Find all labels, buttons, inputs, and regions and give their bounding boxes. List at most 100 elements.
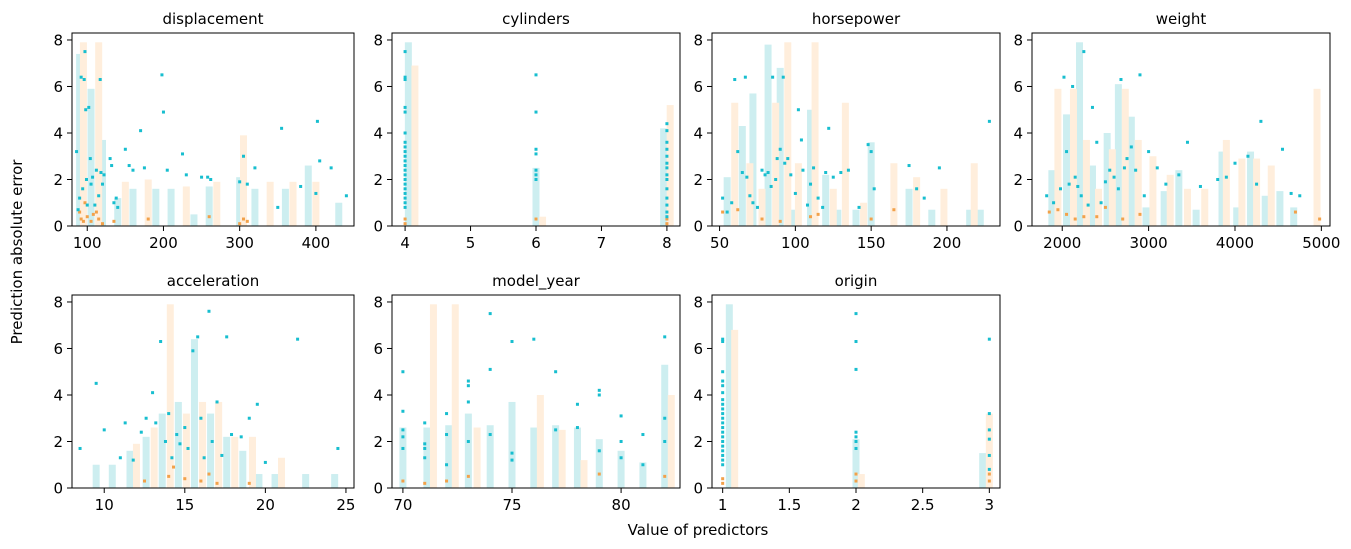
data-point [466, 400, 470, 404]
data-point [1095, 215, 1099, 219]
data-point [510, 340, 514, 344]
data-point [403, 191, 407, 195]
y-tick-label: 4 [693, 124, 703, 142]
data-point [196, 335, 200, 339]
bar [1218, 151, 1226, 226]
data-point [721, 370, 725, 374]
bar [905, 188, 913, 226]
bar [1048, 170, 1056, 226]
bar [1069, 88, 1077, 226]
data-point [78, 210, 82, 214]
data-point [144, 416, 148, 420]
data-point [665, 147, 669, 151]
bar [399, 427, 407, 488]
y-tick-label: 8 [693, 31, 703, 49]
subplot-model_year: model_year 70 75 80 0 2 4 6 8 [373, 272, 681, 514]
y-tick-label: 6 [1013, 78, 1023, 96]
bar [666, 105, 674, 226]
bar [723, 177, 731, 226]
data-point [1065, 150, 1069, 154]
x-tick-label: 5000 [1302, 234, 1340, 252]
x-tick-label: 100 [73, 234, 102, 252]
data-point [172, 465, 176, 469]
data-point [131, 458, 135, 462]
bar [1082, 139, 1090, 226]
data-point [1095, 140, 1099, 144]
data-point [816, 212, 820, 216]
data-point [721, 379, 725, 383]
data-point [665, 187, 669, 191]
data-point [1289, 191, 1293, 195]
data-point [1099, 201, 1103, 205]
bar [312, 181, 320, 226]
bar [144, 179, 152, 226]
subplot-title: weight [1156, 10, 1207, 28]
data-point [401, 435, 405, 439]
bar [660, 128, 668, 226]
data-point [83, 50, 87, 54]
data-point [403, 187, 407, 191]
bar [970, 163, 978, 226]
y-tick-label: 0 [53, 480, 63, 498]
bar [807, 109, 815, 226]
data-point [721, 435, 725, 439]
bar [1121, 88, 1129, 226]
data-point [118, 456, 122, 460]
data-point [97, 217, 101, 221]
data-point [721, 416, 725, 420]
bar [411, 65, 419, 226]
data-point [665, 177, 669, 181]
data-point [824, 171, 828, 175]
data-point [854, 435, 858, 439]
data-point [789, 173, 793, 177]
data-point [403, 150, 407, 154]
data-point [315, 119, 319, 123]
data-point [721, 463, 725, 467]
bar [829, 188, 837, 226]
data-point [206, 175, 210, 179]
bar [822, 174, 830, 226]
bar [867, 142, 875, 226]
bar [429, 304, 437, 488]
data-point [721, 196, 725, 200]
data-point [1121, 217, 1125, 221]
bar [536, 394, 544, 488]
data-point [220, 453, 224, 457]
data-point [809, 182, 813, 186]
data-point [466, 379, 470, 383]
bar [1103, 132, 1111, 226]
data-point [1125, 157, 1129, 161]
data-point [1318, 217, 1322, 221]
data-point [403, 110, 407, 114]
data-point [733, 78, 737, 82]
data-point [296, 337, 300, 341]
data-point [401, 370, 405, 374]
bar [749, 93, 757, 227]
data-point [329, 166, 333, 170]
data-point [1116, 187, 1120, 191]
data-point [740, 171, 744, 175]
data-point [778, 147, 782, 151]
data-point [210, 439, 214, 443]
bar [841, 102, 849, 226]
bar [1114, 84, 1122, 226]
y-tick-label: 2 [373, 171, 383, 189]
data-point [183, 477, 187, 481]
bar [731, 102, 739, 226]
data-point [854, 479, 858, 483]
data-point [114, 196, 118, 200]
bar [852, 439, 860, 488]
data-point [1138, 212, 1142, 216]
subplot-title: model_year [492, 272, 581, 291]
data-point [1177, 173, 1181, 177]
data-point [445, 433, 449, 437]
bar [121, 181, 129, 226]
data-point [1259, 119, 1263, 123]
data-point [230, 433, 234, 437]
data-point [760, 168, 764, 172]
bar [277, 457, 285, 488]
x-tick-label: 300 [225, 234, 254, 252]
data-point [403, 75, 407, 79]
data-point [721, 402, 725, 406]
data-point [869, 150, 873, 154]
